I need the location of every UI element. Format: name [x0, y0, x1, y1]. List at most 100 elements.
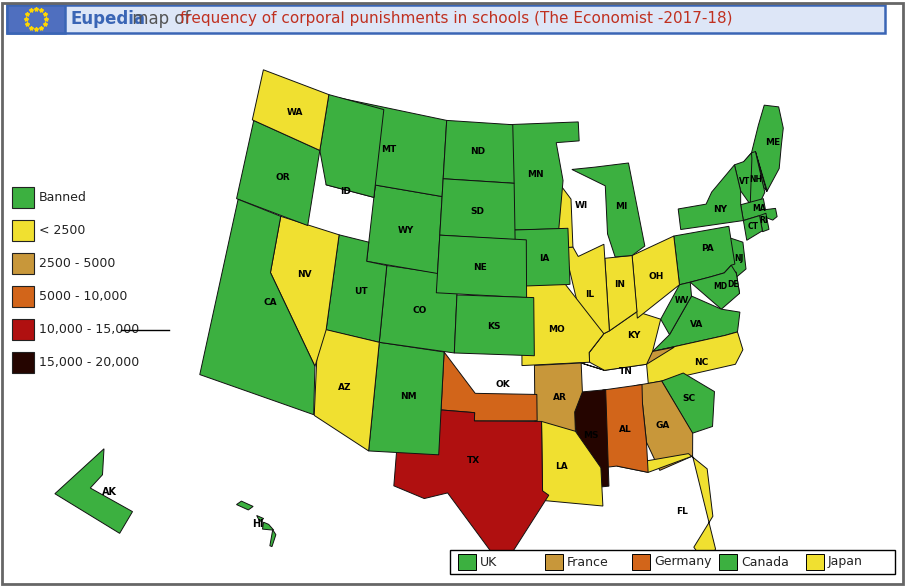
Text: Banned: Banned: [39, 191, 87, 204]
Text: VA: VA: [689, 320, 703, 329]
Text: MN: MN: [527, 169, 544, 179]
Polygon shape: [634, 381, 693, 471]
Polygon shape: [441, 352, 537, 421]
Text: WI: WI: [574, 202, 588, 210]
Text: DE: DE: [727, 280, 738, 289]
Polygon shape: [522, 285, 603, 366]
Bar: [12, 352, 34, 373]
Text: NV: NV: [297, 270, 312, 279]
Text: IA: IA: [539, 254, 550, 263]
Polygon shape: [380, 265, 458, 353]
Polygon shape: [759, 213, 769, 231]
Text: 10,000 - 15,000: 10,000 - 15,000: [39, 323, 140, 336]
Bar: [12, 253, 34, 274]
Bar: [12, 220, 34, 241]
Polygon shape: [367, 185, 442, 274]
FancyBboxPatch shape: [7, 5, 65, 33]
Polygon shape: [236, 121, 320, 226]
Text: 5000 - 10,000: 5000 - 10,000: [39, 290, 128, 303]
Text: WV: WV: [674, 296, 689, 305]
Text: PA: PA: [701, 244, 714, 253]
Bar: [632, 554, 650, 570]
Polygon shape: [751, 105, 784, 192]
Polygon shape: [320, 94, 384, 197]
Text: NH: NH: [749, 175, 762, 184]
Polygon shape: [535, 363, 583, 433]
Polygon shape: [725, 238, 746, 281]
Polygon shape: [605, 255, 637, 331]
Polygon shape: [646, 332, 743, 383]
Text: IN: IN: [613, 280, 624, 289]
Text: MA: MA: [752, 203, 766, 213]
Polygon shape: [394, 410, 549, 567]
Polygon shape: [728, 270, 739, 296]
Text: AR: AR: [553, 393, 566, 402]
Text: NE: NE: [473, 263, 487, 272]
Text: MS: MS: [583, 431, 599, 440]
Text: ND: ND: [470, 148, 486, 156]
Polygon shape: [507, 122, 579, 230]
Text: LA: LA: [554, 462, 568, 472]
Polygon shape: [514, 229, 570, 291]
Polygon shape: [439, 179, 516, 240]
Polygon shape: [199, 199, 315, 415]
Polygon shape: [542, 421, 602, 506]
Polygon shape: [632, 236, 680, 318]
FancyBboxPatch shape: [7, 5, 885, 33]
Polygon shape: [514, 163, 573, 248]
Text: MI: MI: [615, 202, 628, 211]
Text: UT: UT: [353, 287, 368, 296]
Polygon shape: [735, 153, 752, 205]
Text: SD: SD: [471, 207, 485, 216]
Polygon shape: [617, 454, 716, 564]
Bar: [450, 550, 895, 574]
Text: KY: KY: [627, 331, 641, 340]
Text: VT: VT: [739, 177, 750, 186]
Text: France: France: [567, 556, 609, 568]
Polygon shape: [567, 390, 609, 488]
Bar: [12, 319, 34, 340]
Text: < 2500: < 2500: [39, 224, 85, 237]
Text: AL: AL: [619, 425, 631, 434]
Text: 2500 - 5000: 2500 - 5000: [39, 257, 115, 270]
Text: MO: MO: [548, 325, 564, 334]
Text: ID: ID: [340, 187, 351, 196]
Polygon shape: [690, 265, 739, 309]
Polygon shape: [236, 501, 253, 510]
Polygon shape: [589, 312, 660, 370]
Text: SC: SC: [682, 394, 695, 403]
Text: Japan: Japan: [828, 556, 863, 568]
Text: WY: WY: [398, 226, 414, 234]
Polygon shape: [744, 152, 765, 205]
Text: CT: CT: [747, 222, 758, 231]
Text: OK: OK: [496, 380, 510, 389]
Text: HI: HI: [252, 519, 264, 529]
Text: Eupedia: Eupedia: [70, 10, 145, 28]
Polygon shape: [443, 120, 514, 183]
Text: MD: MD: [713, 282, 728, 291]
Polygon shape: [581, 347, 674, 370]
Polygon shape: [674, 226, 735, 285]
Polygon shape: [744, 216, 762, 240]
Text: 15,000 - 20,000: 15,000 - 20,000: [39, 356, 140, 369]
Polygon shape: [252, 70, 329, 151]
Polygon shape: [679, 165, 744, 230]
Polygon shape: [55, 449, 132, 533]
Text: CA: CA: [264, 298, 277, 307]
Polygon shape: [326, 235, 387, 342]
Text: KS: KS: [487, 322, 501, 331]
Text: AK: AK: [101, 488, 117, 498]
Polygon shape: [271, 216, 339, 366]
Bar: [458, 554, 476, 570]
Bar: [806, 554, 824, 570]
Polygon shape: [661, 373, 715, 433]
Text: OR: OR: [275, 173, 290, 182]
Polygon shape: [572, 163, 645, 257]
Text: FL: FL: [676, 507, 688, 516]
Text: map of: map of: [127, 10, 196, 28]
Polygon shape: [256, 516, 264, 522]
Polygon shape: [741, 199, 777, 220]
Polygon shape: [437, 235, 526, 298]
Text: frequency of corporal punishments in schools (The Economist -2017-18): frequency of corporal punishments in sch…: [180, 12, 732, 26]
Bar: [12, 187, 34, 208]
